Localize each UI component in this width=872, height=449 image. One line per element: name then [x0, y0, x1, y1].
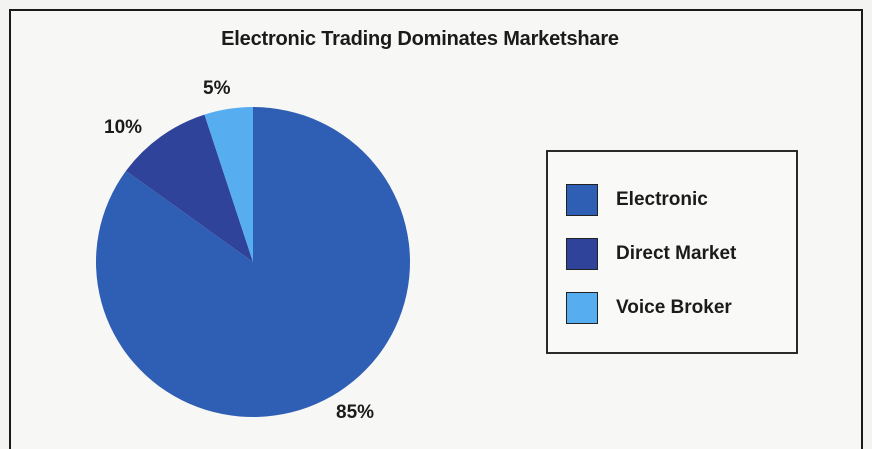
slice-voice-broker: [204, 107, 253, 262]
legend-item-electronic: Electronic: [566, 182, 708, 218]
legend-label-electronic: Electronic: [616, 189, 708, 210]
slice-direct-market: [125, 114, 253, 262]
legend-label-voice-broker: Voice Broker: [616, 297, 732, 318]
legend-swatch-voice-broker: [566, 292, 598, 324]
slice-electronic: [95, 107, 410, 417]
chart-title: Electronic Trading Dominates Marketshare: [221, 28, 619, 50]
legend-item-voice-broker: Voice Broker: [566, 290, 732, 326]
pie-chart: [95, 107, 410, 417]
slice-label-direct-market: 10%: [104, 117, 143, 138]
legend: Electronic Direct Market Voice Broker: [546, 150, 798, 354]
slice-label-electronic: 85%: [336, 402, 375, 423]
legend-swatch-direct-market: [566, 238, 598, 270]
slice-label-voice-broker: 5%: [203, 78, 231, 99]
legend-swatch-electronic: [566, 184, 598, 216]
legend-item-direct-market: Direct Market: [566, 236, 736, 272]
legend-label-direct-market: Direct Market: [616, 243, 737, 264]
